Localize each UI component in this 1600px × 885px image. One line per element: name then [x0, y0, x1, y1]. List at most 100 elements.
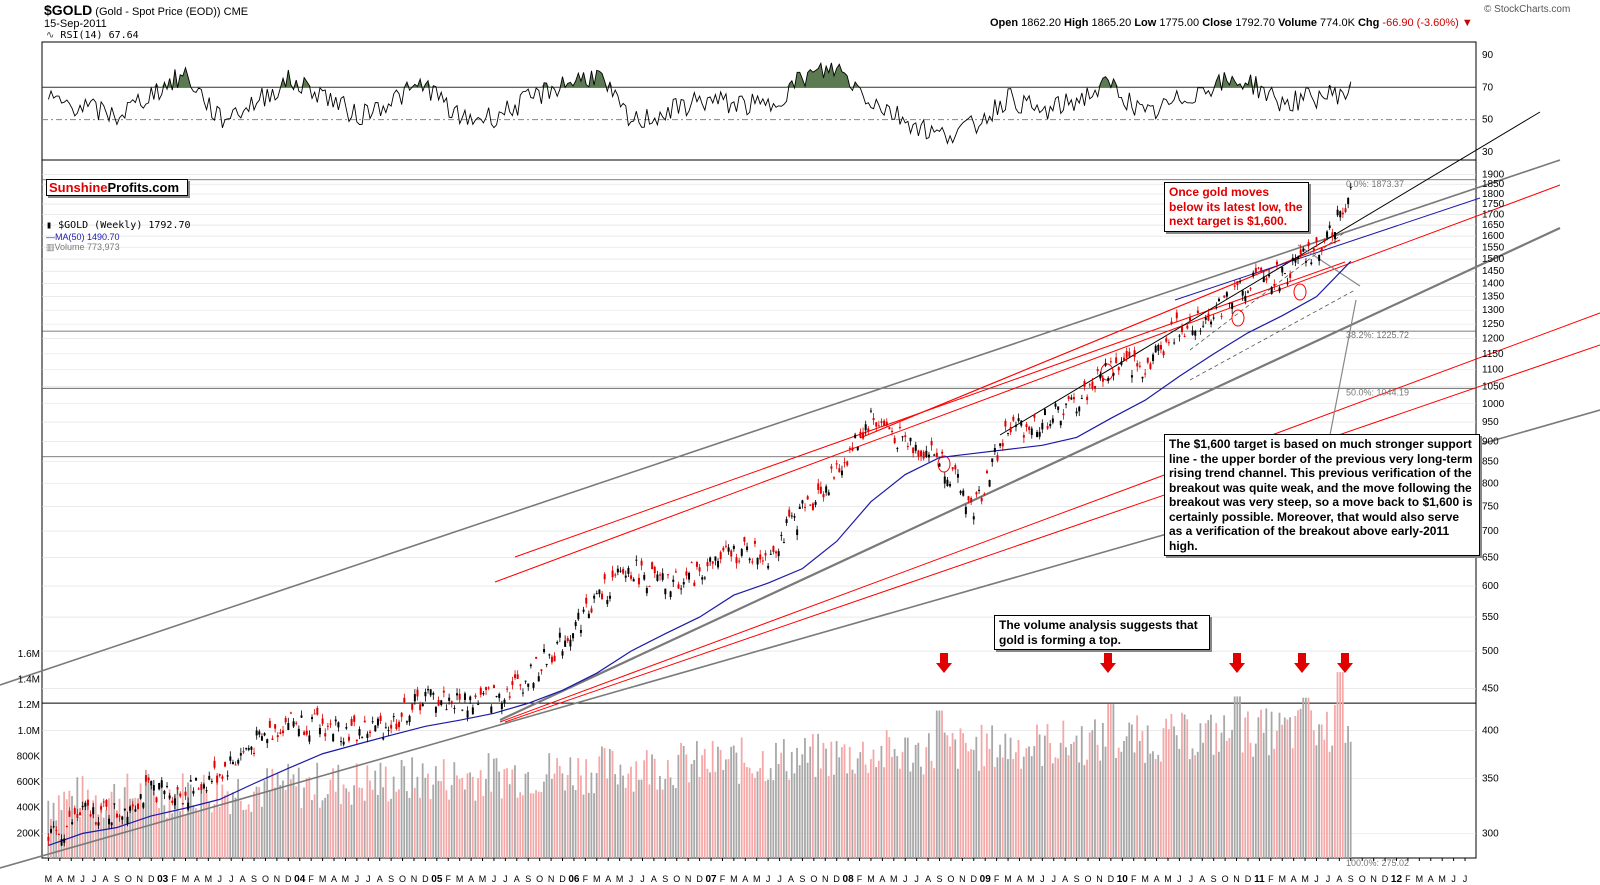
- volume-bar: [811, 734, 814, 858]
- price-tick-label: 1150: [1482, 349, 1504, 360]
- volume-bar: [1120, 751, 1123, 858]
- volume-bar: [1273, 748, 1276, 858]
- volume-bar: [917, 742, 920, 858]
- price-candle-body: [110, 822, 113, 826]
- price-candle-body: [73, 808, 76, 815]
- volume-bar: [690, 763, 693, 858]
- x-month-label: A: [742, 874, 748, 884]
- volume-bar: [60, 810, 63, 858]
- volume-bar: [316, 762, 319, 858]
- price-candle-body: [147, 777, 150, 781]
- volume-bar: [695, 741, 698, 858]
- price-candle-body: [1152, 354, 1155, 361]
- ohlc-label-volume: Volume: [1278, 17, 1321, 29]
- volume-bar: [1331, 745, 1334, 858]
- volume-bar: [801, 754, 804, 858]
- price-candle-body: [793, 515, 796, 518]
- volume-bar: [788, 779, 791, 858]
- volume-bar: [593, 793, 595, 858]
- price-candle-body: [1228, 303, 1231, 305]
- volume-bar: [358, 787, 361, 858]
- price-candle-body: [548, 654, 551, 656]
- volume-bar: [1297, 710, 1299, 858]
- x-month-label: A: [1336, 874, 1342, 884]
- volume-bar: [587, 792, 590, 858]
- volume-bar: [1101, 722, 1104, 858]
- price-candle-body: [1033, 414, 1036, 418]
- price-candle-body: [877, 425, 880, 427]
- volume-bar: [653, 758, 656, 858]
- volume-bar: [245, 809, 247, 858]
- x-month-label: O: [399, 874, 406, 884]
- x-month-label: A: [1291, 874, 1297, 884]
- volume-bar: [313, 794, 316, 858]
- price-candle-body: [677, 584, 680, 589]
- volume-bar: [993, 766, 996, 858]
- stockcharts-watermark: © StockCharts.com: [1484, 4, 1571, 15]
- volume-bar: [941, 710, 943, 858]
- x-month-label: J: [629, 874, 634, 884]
- price-candle-body: [746, 546, 749, 550]
- volume-bar: [213, 804, 216, 858]
- price-candle-body: [474, 695, 477, 698]
- x-month-label: O: [125, 874, 132, 884]
- x-month-label: F: [994, 874, 1000, 884]
- rsi-legend: ∿ RSI(14) 67.64: [46, 30, 139, 41]
- price-candle-body: [972, 516, 975, 520]
- rsi-icon: ∿: [46, 30, 55, 41]
- price-candle-body: [1165, 338, 1168, 342]
- volume-bar: [740, 737, 743, 858]
- price-candle-body: [92, 807, 95, 815]
- volume-bar: [1091, 730, 1094, 858]
- volume-bar: [224, 795, 226, 858]
- volume-bar: [1157, 754, 1160, 858]
- price-candle-body: [1286, 283, 1289, 285]
- price-candle-body: [1007, 432, 1010, 434]
- volume-bar: [1028, 746, 1030, 858]
- volume-bar: [434, 766, 437, 858]
- volume-bar: [548, 753, 551, 858]
- price-candle-body: [239, 753, 242, 756]
- price-candle-body: [448, 697, 451, 701]
- volume-bar: [875, 767, 878, 858]
- price-candle-body: [1302, 248, 1305, 252]
- volume-bar: [840, 747, 843, 858]
- volume-tick-label: 800K: [17, 751, 41, 762]
- volume-bar: [303, 787, 305, 858]
- volume-bar: [883, 767, 885, 858]
- price-tick-label: 1350: [1482, 292, 1505, 303]
- volume-bar: [1199, 723, 1202, 858]
- price-candle-body: [139, 794, 142, 799]
- price-candle-body: [801, 500, 804, 504]
- volume-bar: [1302, 697, 1305, 858]
- price-candle-body: [1070, 397, 1073, 400]
- price-candle-body: [1009, 426, 1012, 433]
- trend-line: [504, 344, 1600, 723]
- x-month-label: O: [673, 874, 680, 884]
- volume-bar: [674, 788, 677, 858]
- x-month-label: A: [1428, 874, 1434, 884]
- volume-bar: [972, 749, 975, 858]
- price-candle-body: [1088, 384, 1091, 386]
- volume-bar: [155, 802, 158, 858]
- price-candle-body: [1141, 376, 1144, 379]
- price-candle-body: [825, 486, 828, 493]
- price-candle-body: [1207, 313, 1210, 321]
- price-candle-body: [1289, 273, 1292, 278]
- price-candle-body: [730, 550, 733, 557]
- x-month-label: N: [274, 874, 281, 884]
- price-candle-body: [1057, 406, 1060, 410]
- price-candle-body: [532, 683, 535, 688]
- price-candle-body: [519, 684, 522, 686]
- volume-bar: [242, 809, 245, 858]
- price-candle-body: [266, 739, 269, 744]
- price-candle-body: [680, 588, 683, 590]
- price-candle-body: [840, 470, 843, 476]
- volume-bar: [885, 730, 888, 858]
- annotation-pointer: [1329, 299, 1357, 436]
- price-candle-body: [1254, 267, 1257, 273]
- volume-bar: [152, 791, 155, 858]
- trend-line: [499, 227, 1561, 721]
- price-candle-body: [975, 492, 978, 495]
- x-month-label: A: [377, 874, 383, 884]
